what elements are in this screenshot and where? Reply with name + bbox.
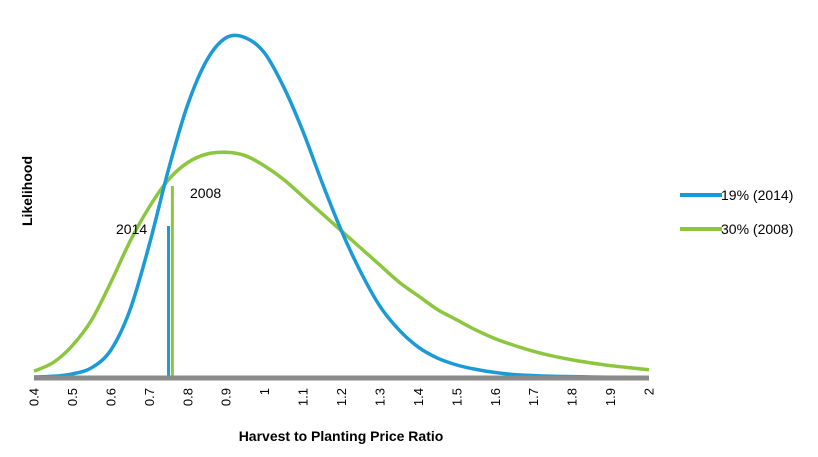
series-line-2014 <box>33 33 649 380</box>
annotation-2008: 2008 <box>190 185 221 201</box>
x-tick-label: 2 <box>642 388 657 395</box>
x-tick-label: 0.9 <box>219 388 234 406</box>
x-tick-label: 1.1 <box>296 388 311 406</box>
x-tick-label: 1.7 <box>526 388 541 406</box>
annotation-2014: 2014 <box>116 221 147 237</box>
x-tick-labels: 0.4 0.5 0.6 0.7 0.8 0.9 1 1.1 1.2 1.3 1.4 1.5 1.6 1.7… <box>27 388 657 406</box>
x-axis-title: Harvest to Planting Price Ratio <box>239 428 444 444</box>
x-tick-label: 0.4 <box>27 388 42 406</box>
x-tick-label: 1 <box>257 388 272 395</box>
x-tick-label: 1.8 <box>565 388 580 406</box>
markers-layer <box>167 186 174 378</box>
x-tick-label: 0.8 <box>180 388 195 406</box>
x-tick-label: 1.5 <box>449 388 464 406</box>
legend-label-2014: 19% (2014) <box>721 187 793 203</box>
x-tick-label: 1.2 <box>334 388 349 406</box>
series-line-2008 <box>33 150 650 373</box>
x-tick-label: 1.6 <box>488 388 503 406</box>
x-tick-label: 1.4 <box>411 388 426 406</box>
x-tick-label: 1.9 <box>603 388 618 406</box>
x-tick-label: 0.5 <box>65 388 80 406</box>
x-tick-label: 0.7 <box>142 388 157 406</box>
x-tick-label: 1.3 <box>372 388 387 406</box>
x-tick-label: 0.6 <box>103 388 118 406</box>
curves-layer <box>33 33 650 380</box>
legend: 19% (2014) 30% (2008) <box>680 187 793 237</box>
legend-label-2008: 30% (2008) <box>721 221 793 237</box>
y-axis-title: Likelihood <box>19 156 35 226</box>
